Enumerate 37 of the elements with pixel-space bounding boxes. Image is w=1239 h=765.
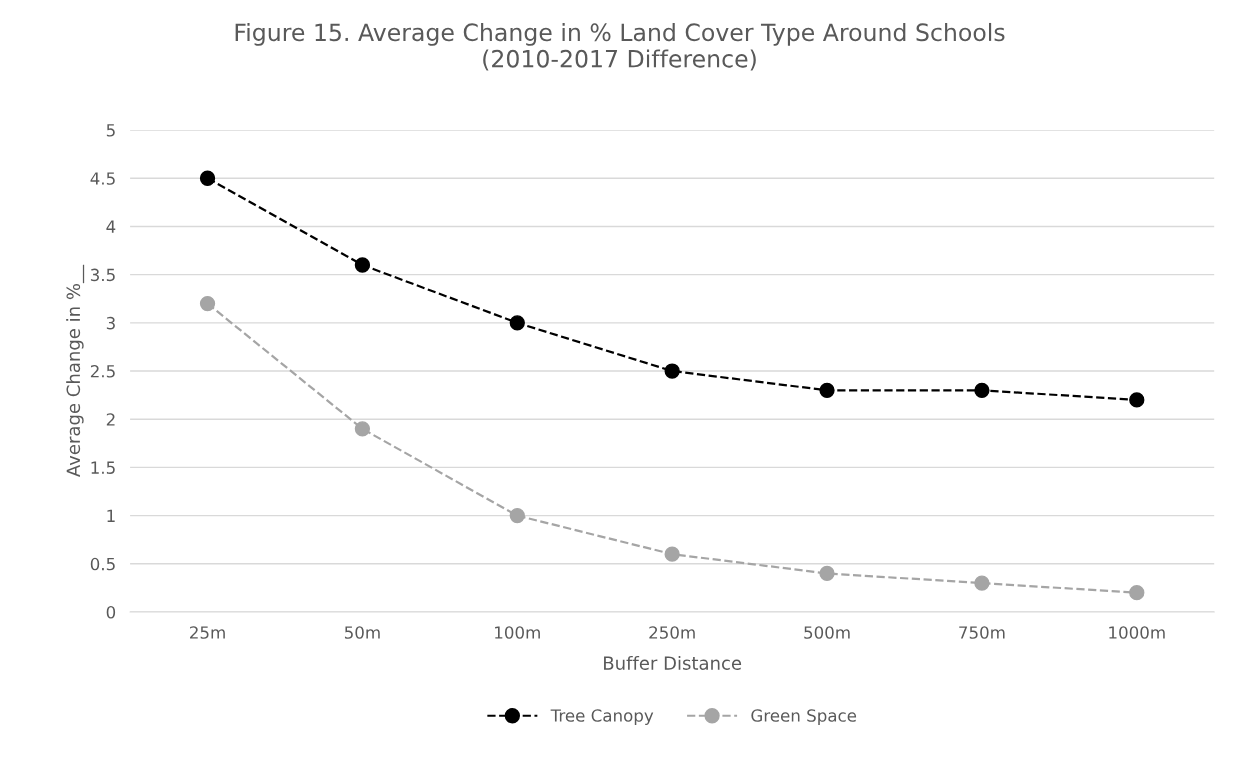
y-tick-label: 1.5 bbox=[91, 461, 115, 474]
y-axis-title: Average Change in %__ bbox=[66, 264, 85, 477]
x-tick-label: 50m bbox=[344, 626, 380, 639]
point bbox=[199, 170, 216, 186]
point bbox=[1129, 392, 1145, 408]
point bbox=[819, 565, 835, 582]
x-axis-title: Buffer Distance bbox=[604, 655, 742, 670]
y-tick-label: 0 bbox=[106, 605, 116, 619]
x-tick-label: 1000m bbox=[1109, 626, 1165, 639]
point bbox=[974, 382, 990, 398]
point bbox=[664, 363, 680, 379]
point bbox=[509, 315, 525, 331]
point bbox=[354, 257, 371, 273]
y-tick-label: 1 bbox=[107, 509, 115, 522]
y-tick-label: 2.5 bbox=[90, 364, 115, 378]
point bbox=[1129, 585, 1145, 601]
y-tick-label: 4.5 bbox=[90, 172, 115, 185]
x-tick-label: 750m bbox=[959, 626, 1005, 639]
point bbox=[509, 507, 525, 524]
chart-title: Figure 15. Average Change in % Land Cover Type Around Schools (2010-2017 Difference) bbox=[235, 22, 1005, 71]
x-tick-label: 250m bbox=[649, 626, 695, 639]
point bbox=[974, 575, 990, 591]
point bbox=[819, 382, 835, 398]
y-tick-label: 5 bbox=[106, 124, 115, 137]
legend-label: Green Space bbox=[751, 709, 857, 726]
y-tick-label: 2 bbox=[106, 413, 115, 426]
legend-label: Tree Canopy bbox=[550, 709, 654, 726]
point bbox=[199, 295, 216, 312]
point bbox=[664, 546, 680, 562]
y-tick-label: 3 bbox=[106, 316, 115, 330]
y-tick-label: 3.5 bbox=[90, 268, 115, 282]
x-tick-label: 25m bbox=[190, 626, 225, 639]
x-tick-label: 100m bbox=[495, 626, 540, 639]
y-tick-label: 0.5 bbox=[90, 557, 115, 571]
point bbox=[354, 421, 371, 437]
y-tick-label: 4 bbox=[106, 220, 116, 233]
x-tick-label: 500m bbox=[804, 626, 850, 639]
